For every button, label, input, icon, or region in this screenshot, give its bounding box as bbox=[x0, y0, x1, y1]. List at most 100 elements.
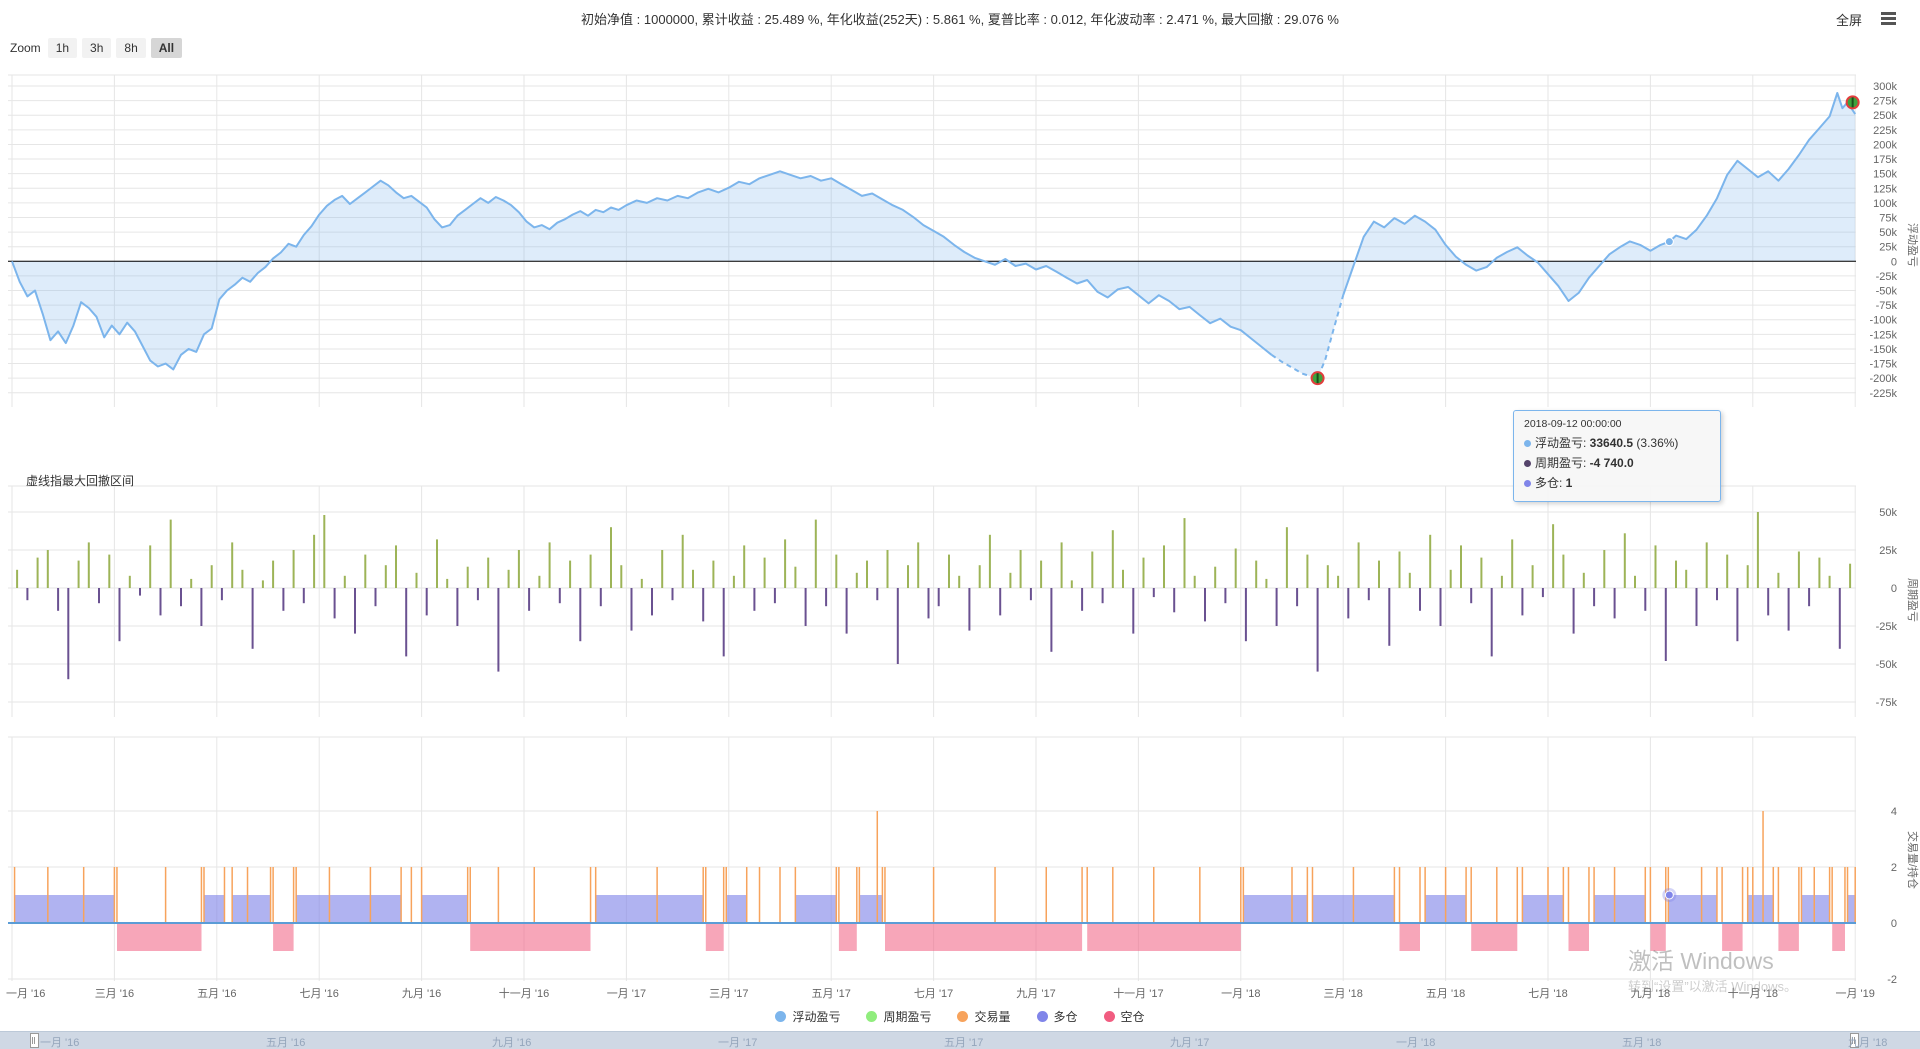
max-drawdown-note: 虚线指最大回撤区间 bbox=[26, 474, 135, 488]
period-pnl-bar bbox=[1091, 551, 1094, 588]
period-pnl-bar bbox=[46, 550, 49, 588]
period-pnl-bar bbox=[159, 588, 162, 616]
period-pnl-bar bbox=[1388, 588, 1391, 646]
short-position-band bbox=[1471, 923, 1518, 951]
period-pnl-bar bbox=[128, 575, 131, 588]
long-position-band bbox=[296, 895, 402, 923]
period-pnl-bar bbox=[26, 588, 29, 601]
y-axis-label: -75k bbox=[1876, 697, 1898, 709]
range-button-3h[interactable]: 3h bbox=[82, 38, 112, 58]
short-position-band bbox=[885, 923, 1083, 951]
range-button-1h[interactable]: 1h bbox=[47, 38, 78, 58]
period-pnl-bar bbox=[1009, 572, 1012, 588]
navigator-left-handle[interactable] bbox=[30, 1033, 39, 1048]
y-axis-label: 75k bbox=[1879, 212, 1897, 224]
legend-item-交易量[interactable]: 交易量 bbox=[957, 1008, 1011, 1025]
period-pnl-bar bbox=[98, 588, 100, 604]
x-axis-label: 七月 '16 bbox=[299, 987, 338, 1000]
long-position-band bbox=[595, 895, 704, 923]
period-pnl-bar bbox=[1224, 588, 1227, 604]
range-button-all[interactable]: All bbox=[150, 38, 183, 58]
period-pnl-bar bbox=[763, 557, 766, 588]
period-pnl-bar bbox=[825, 588, 828, 607]
long-position-band bbox=[421, 895, 468, 923]
period-pnl-bar bbox=[1613, 588, 1616, 619]
y-axis-label: -75k bbox=[1876, 300, 1898, 312]
period-pnl-bar bbox=[1582, 572, 1585, 588]
y-axis-label: -100k bbox=[1869, 315, 1897, 327]
period-pnl-bar bbox=[1787, 588, 1790, 631]
legend-item-空仓[interactable]: 空仓 bbox=[1103, 1008, 1145, 1025]
period-pnl-bar bbox=[1541, 588, 1544, 598]
legend-item-浮动盈亏[interactable]: 浮动盈亏 bbox=[775, 1008, 840, 1025]
y-axis-label: 4 bbox=[1891, 806, 1897, 818]
period-pnl-bar bbox=[1255, 560, 1258, 588]
period-pnl-bar bbox=[548, 542, 551, 588]
period-pnl-bar bbox=[1695, 588, 1698, 626]
period-pnl-bar bbox=[1357, 542, 1360, 588]
period-pnl-bar bbox=[528, 588, 531, 611]
period-pnl-bar bbox=[466, 566, 469, 588]
navigator-label: 九月 '16 bbox=[492, 1037, 532, 1049]
x-axis-label: 九月 '18 bbox=[1631, 987, 1670, 1000]
legend-item-多仓[interactable]: 多仓 bbox=[1036, 1008, 1078, 1025]
period-pnl-bar bbox=[937, 588, 940, 607]
period-pnl-bar bbox=[1163, 545, 1165, 588]
legend-item-周期盈亏[interactable]: 周期盈亏 bbox=[866, 1008, 931, 1025]
period-pnl-bar bbox=[1756, 512, 1759, 588]
watermark-line2: 转到“设置”以激活 Windows。 bbox=[1628, 979, 1798, 994]
long-position-band bbox=[1668, 895, 1717, 923]
x-axis-label: 七月 '18 bbox=[1528, 987, 1567, 1000]
period-pnl-bar bbox=[1685, 569, 1688, 588]
navigator-label: 一月 '17 bbox=[718, 1037, 758, 1049]
period-pnl-bar bbox=[1337, 575, 1340, 588]
period-pnl-bar bbox=[1767, 588, 1770, 616]
period-pnl-bar bbox=[1716, 588, 1718, 601]
period-pnl-bar bbox=[395, 545, 397, 588]
period-pnl-bar bbox=[579, 588, 582, 642]
period-pnl-bar bbox=[323, 515, 326, 588]
y-axis-label: -125k bbox=[1869, 329, 1897, 341]
period-pnl-bar bbox=[1664, 588, 1667, 661]
period-pnl-bar bbox=[1316, 588, 1319, 672]
y-axis-label: -200k bbox=[1869, 373, 1897, 385]
period-pnl-bar bbox=[804, 588, 807, 626]
period-pnl-bar bbox=[1275, 588, 1278, 626]
period-pnl-bar bbox=[1378, 560, 1380, 588]
navigator-scrollbar[interactable]: 一月 '16 五月 '16 九月 '16 一月 '17 五月 '17 九月 '17 一月 '… bbox=[0, 1031, 1920, 1049]
x-axis-label: 三月 '18 bbox=[1323, 988, 1362, 1000]
navigator-label: 九月 '17 bbox=[1170, 1037, 1210, 1049]
period-pnl-bar bbox=[1429, 534, 1432, 588]
windows-activation-watermark: 激活 Windows 转到“设置”以激活 Windows。 bbox=[1628, 942, 1797, 995]
period-pnl-bar bbox=[139, 588, 141, 596]
period-pnl-bar bbox=[722, 588, 725, 657]
period-pnl-bar bbox=[1183, 518, 1186, 588]
period-pnl-bar bbox=[272, 560, 275, 588]
navigator-right-handle[interactable] bbox=[1850, 1033, 1859, 1048]
period-pnl-bar bbox=[886, 550, 889, 588]
period-pnl-bar bbox=[896, 588, 899, 664]
period-pnl-bar bbox=[814, 519, 817, 588]
long-position-band bbox=[1243, 895, 1308, 923]
period-pnl-bar bbox=[1398, 551, 1401, 588]
period-pnl-bar bbox=[333, 588, 336, 619]
x-axis-label: 七月 '17 bbox=[914, 987, 953, 1000]
range-button-8h[interactable]: 8h bbox=[116, 38, 146, 58]
fullscreen-button[interactable]: 全屏 bbox=[1835, 13, 1862, 28]
hovered-point-main bbox=[1664, 237, 1674, 247]
period-pnl-bar bbox=[149, 545, 152, 588]
period-pnl-bar bbox=[712, 560, 715, 588]
period-pnl-bar bbox=[610, 527, 612, 588]
hamburger-menu-icon[interactable] bbox=[1881, 12, 1896, 27]
x-axis-label: 五月 '17 bbox=[811, 988, 850, 1000]
short-position-band bbox=[1778, 923, 1799, 951]
period-pnl-bar bbox=[425, 588, 428, 616]
period-pnl-bar bbox=[1490, 588, 1493, 657]
period-pnl-bar bbox=[1500, 575, 1503, 588]
page-title: 初始净值 : 1000000, 累计收益 : 25.489 %, 年化收益(25… bbox=[581, 12, 1339, 27]
period-pnl-bar bbox=[405, 588, 408, 657]
y-axis-label: -25k bbox=[1876, 271, 1898, 283]
period-pnl-bar bbox=[1675, 560, 1677, 588]
x-axis-label: 五月 '18 bbox=[1426, 988, 1465, 1000]
